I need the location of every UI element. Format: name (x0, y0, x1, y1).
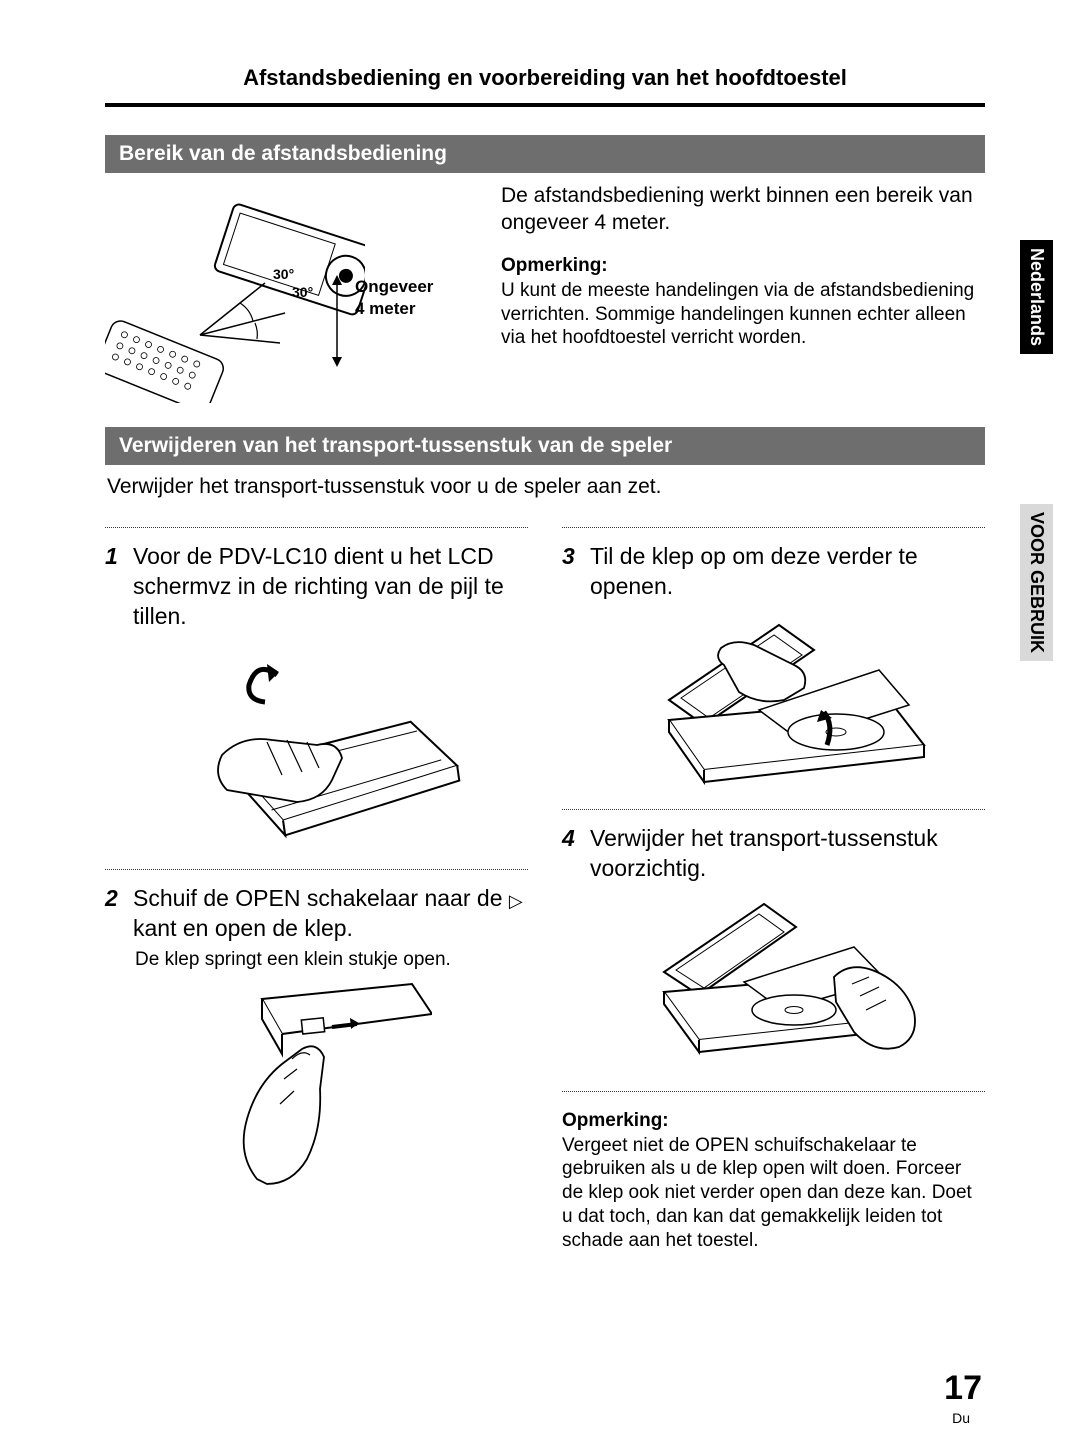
remote-range-body: De afstandsbediening werkt binnen een be… (501, 183, 985, 237)
note-label-2: Opmerking: (562, 1110, 985, 1132)
step-4-text: Verwijder het transport-tussenstuk voorz… (590, 824, 985, 884)
section-transport-header: Verwijderen van het transport-tussenstuk… (105, 427, 985, 465)
illustration-step3 (562, 610, 985, 795)
section-remote-range-header: Bereik van de afstandsbediening (105, 135, 985, 173)
side-tab-language: Nederlands (1020, 240, 1053, 354)
step-3-num: 3 (562, 542, 580, 572)
illustration-step2 (105, 979, 528, 1199)
illustration-step1 (105, 640, 528, 855)
step-1-num: 1 (105, 542, 123, 572)
angle-label-1: 30° (273, 266, 294, 282)
note-label-1: Opmerking: (501, 255, 985, 277)
step-3-text: Til de klep op om deze verder te openen. (590, 542, 985, 602)
page-header: Afstandsbediening en voorbereiding van h… (105, 65, 985, 103)
side-tab-chapter: VOOR GEBRUIK (1020, 504, 1053, 661)
note-text-2: Vergeet niet de OPEN schuifschakelaar te… (562, 1134, 985, 1253)
section2-intro: Verwijder het transport-tussenstuk voor … (107, 475, 985, 499)
note-text-1: U kunt de meeste handelingen via de afst… (501, 279, 985, 350)
step-4-num: 4 (562, 824, 580, 854)
page-number: 17 (944, 1369, 982, 1408)
angle-label-2: 30° (292, 284, 313, 300)
lang-code: Du (952, 1410, 970, 1426)
step-2-sub: De klep springt een klein stukje open. (135, 949, 528, 971)
illustration-step4 (562, 892, 985, 1077)
step-2-num: 2 (105, 884, 123, 914)
distance-caption: Ongeveer 4 meter (355, 276, 433, 320)
step-1-text: Voor de PDV-LC10 dient u het LCD schermv… (133, 542, 528, 632)
header-rule (105, 103, 985, 107)
remote-diagram: 30° 30° Ongeveer 4 meter (105, 183, 475, 427)
step-2-text: Schuif de OPEN schakelaar naar de ▷ kant… (133, 884, 528, 944)
triangle-icon: ▷ (509, 890, 523, 913)
